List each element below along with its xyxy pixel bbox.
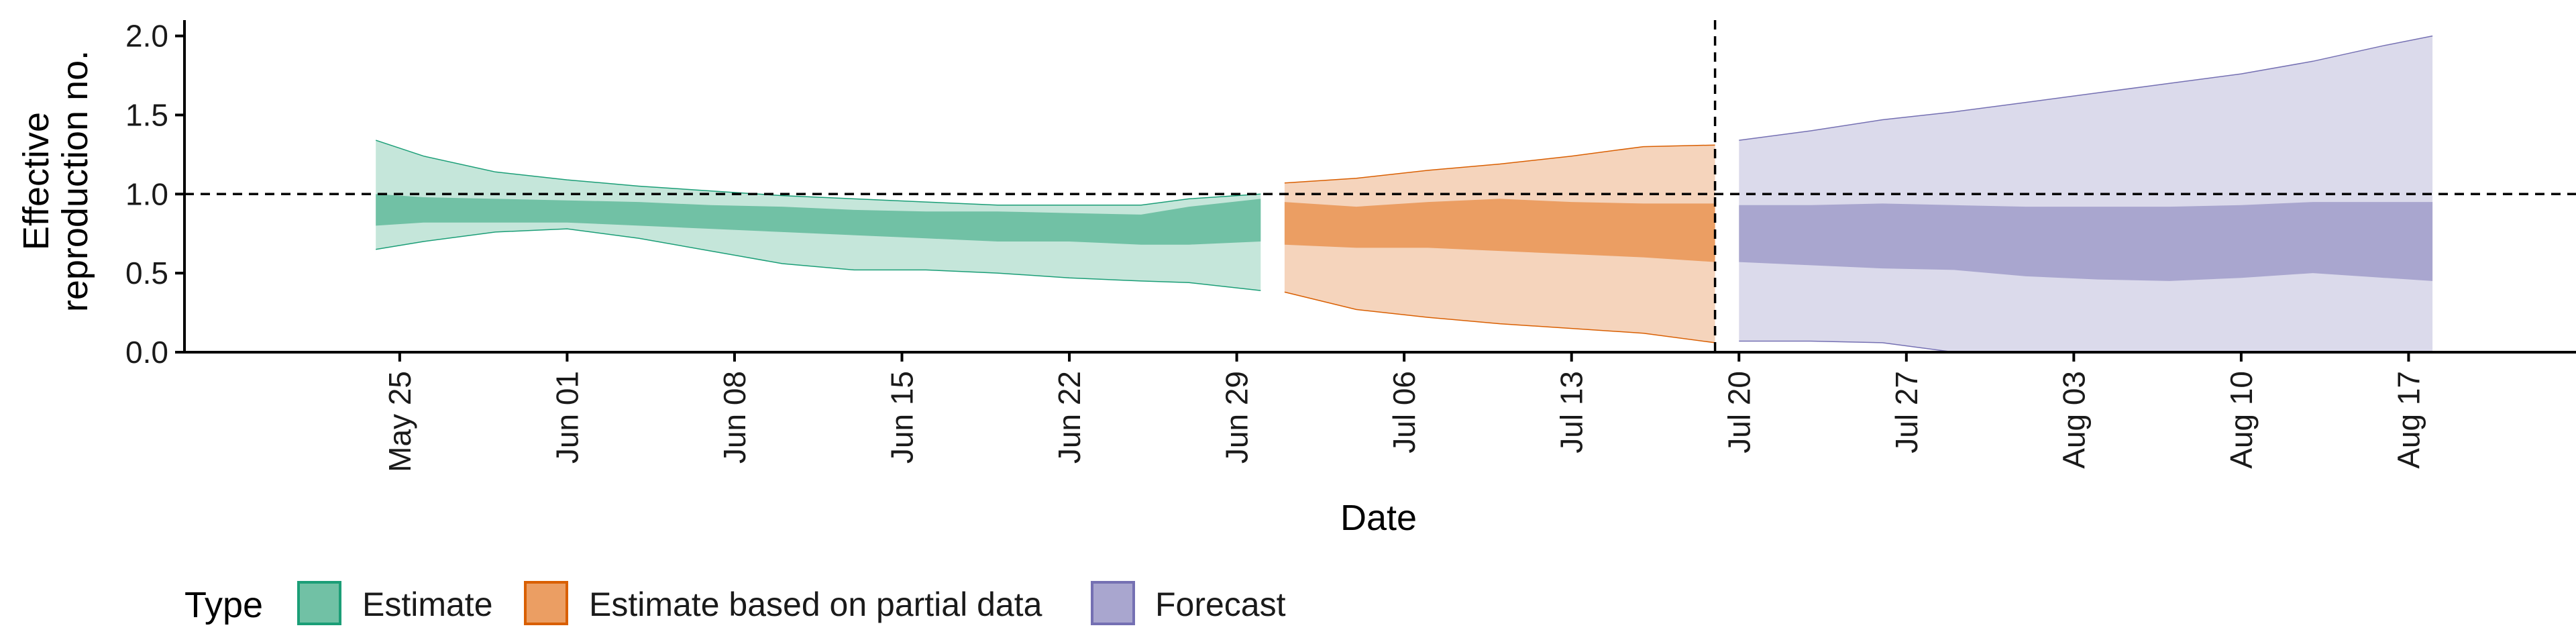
x-tick-label: Jun 15 (885, 371, 920, 464)
outer-band-top-edge-forecast (1739, 35, 2433, 141)
x-tick-label: Jun 08 (717, 371, 752, 464)
outer-band-top-edge-estimate (375, 140, 1261, 206)
x-tick-label: Jun 29 (1220, 371, 1254, 464)
y-tick-label: 0.0 (125, 335, 168, 370)
legend-label-partial: Estimate based on partial data (589, 586, 1042, 623)
x-tick-label: Jul 27 (1889, 371, 1924, 453)
plot-area (184, 20, 2576, 353)
legend-key-forecast (1091, 581, 1135, 625)
outer-band-top-edge-partial-data (1284, 144, 1715, 184)
inner-band-partial-data (1284, 199, 1715, 262)
y-axis-title-line-2: reproduction no. (55, 50, 95, 312)
x-axis-ticks: May 25 Jun 01 Jun 08 Jun 15 Jun 22 Jun 29 Jul … (382, 352, 2426, 472)
y-tick-label: 1.5 (125, 97, 168, 132)
outer-band-bottom-edge-partial-data (1284, 291, 1715, 343)
legend-label-estimate: Estimate (362, 586, 493, 623)
x-tick-label: Jun 01 (549, 371, 584, 464)
legend-key-partial (524, 581, 568, 625)
outer-band-bottom-edge-estimate (376, 228, 1261, 291)
legend-label-forecast: Forecast (1155, 586, 1286, 623)
x-tick-label: Jun 22 (1052, 371, 1087, 464)
x-tick-label: May 25 (382, 371, 417, 472)
y-axis-ticks: 0.0 0.5 1.0 1.5 2.0 (125, 19, 184, 370)
inner-band-estimate (376, 194, 1261, 245)
x-tick-label: Aug 03 (2056, 371, 2091, 469)
x-tick-label: Aug 10 (2224, 371, 2259, 469)
y-tick-label: 2.0 (125, 19, 168, 54)
x-tick-label: Jul 06 (1387, 371, 1421, 453)
x-axis-title: Date (1340, 498, 1417, 538)
x-tick-label: Aug 17 (2392, 371, 2426, 469)
y-axis-title-line-1: Effective (16, 112, 56, 250)
legend-key-estimate (297, 581, 341, 625)
x-tick-label: Jul 13 (1554, 371, 1589, 453)
y-tick-label: 0.5 (125, 256, 168, 290)
inner-band-forecast (1739, 202, 2433, 281)
x-tick-label: Jul 20 (1721, 371, 1756, 453)
legend-title: Type (184, 585, 263, 625)
legend: Type Estimate Estimate based on partial … (184, 581, 1286, 625)
y-tick-label: 1.0 (125, 176, 168, 211)
